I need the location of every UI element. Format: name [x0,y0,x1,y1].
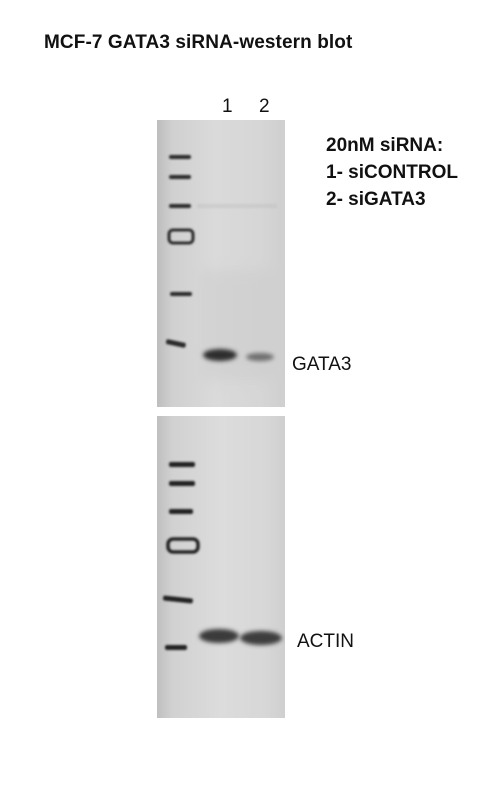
ladder-markers [162,462,200,650]
gata3-blot-image [157,120,285,407]
ladder-mark [169,175,191,179]
ladder-markers [165,155,195,348]
actin-band-lane1 [199,629,239,643]
ladder-mark [167,228,195,245]
actin-blot-image [157,416,285,718]
ladder-mark [162,595,193,604]
gata3-band-lane2 [246,353,274,361]
actin-band-lane2 [240,631,282,645]
ladder-mark [165,645,187,650]
ladder-mark [169,155,191,159]
ladder-mark [165,339,186,348]
ladder-mark [169,462,195,467]
ladder-mark [170,292,192,296]
figure-title: MCF-7 GATA3 siRNA-western blot [44,32,353,53]
lane-number-2: 2 [259,96,270,117]
ladder-mark [169,481,195,486]
actin-label: ACTIN [297,631,354,652]
legend-line-concentration: 20nM siRNA: [326,135,444,156]
legend: 20nM siRNA: 1- siCONTROL 2- siGATA3 [326,132,458,213]
gata3-band-lane1 [203,349,237,361]
ladder-mark [169,204,191,208]
gata3-blot-graphic [165,155,277,380]
background-smear [202,270,272,380]
gata3-label: GATA3 [292,354,352,375]
ladder-mark [166,537,200,554]
lane-number-1: 1 [222,96,233,117]
legend-line-lane2: 2- siGATA3 [326,189,426,210]
legend-line-lane1: 1- siCONTROL [326,162,458,183]
ladder-mark [169,509,193,514]
actin-blot-graphic [162,462,282,650]
faint-band [197,204,277,208]
